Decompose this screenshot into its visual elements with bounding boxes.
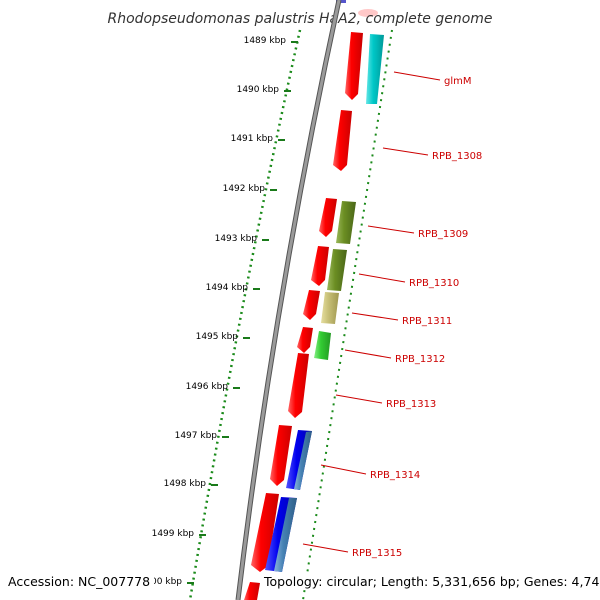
cog-feature	[314, 331, 331, 360]
label-leader-line	[320, 464, 367, 475]
cog-track	[265, 34, 384, 572]
gene-label: RPB_1314	[370, 470, 420, 481]
cog-feature	[327, 249, 347, 291]
orf-feature	[345, 32, 363, 100]
gene-label: RPB_1315	[352, 548, 402, 559]
label-leader-line	[335, 394, 383, 404]
label-leader-line	[382, 147, 429, 156]
orf-feature	[244, 582, 260, 600]
scale-tick-label: 1493 kbp	[215, 234, 258, 244]
scale-tick-label: 1500 kbp	[140, 577, 183, 587]
scale-tick-label: 1489 kbp	[244, 36, 287, 46]
scale-tick-label: 1494 kbp	[206, 283, 249, 293]
top-feature-mark	[358, 9, 378, 17]
tick-label-group: 1489 kbp 1490 kbp 1491 kbp 1492 kbp 1493 kbp…	[140, 36, 287, 587]
map-title: Rhodopseudomonas palustris HaA2, complet…	[107, 11, 492, 27]
cog-feature	[321, 292, 339, 324]
scale-tick-label: 1499 kbp	[152, 529, 195, 539]
accession-label: Accession: NC_007778	[8, 574, 155, 589]
label-leader-line	[351, 312, 399, 321]
scale-tick-label: 1498 kbp	[164, 479, 207, 489]
gene-label: RPB_1308	[432, 151, 482, 162]
cog-feature	[294, 431, 312, 490]
orf-feature	[288, 353, 309, 418]
orf-feature	[311, 246, 329, 286]
scale-ring	[188, 29, 302, 600]
label-leader-line	[393, 71, 441, 81]
outer-ring	[302, 29, 393, 600]
label-leader-line	[367, 225, 415, 234]
genome-summary: Topology: circular; Length: 5,331,656 bp…	[262, 574, 600, 589]
scale-tick-label: 1492 kbp	[223, 184, 266, 194]
scale-tick-label: 1495 kbp	[196, 332, 239, 342]
backbone	[235, 0, 342, 600]
cog-feature	[274, 498, 297, 572]
orf-feature	[333, 110, 352, 171]
orf-feature	[251, 493, 279, 572]
cog-feature	[336, 201, 356, 244]
gene-label: RPB_1310	[409, 278, 459, 289]
orf-feature	[303, 290, 320, 320]
scale-tick-label: 1490 kbp	[237, 85, 280, 95]
tick-group	[187, 41, 298, 584]
scale-tick-label: 1496 kbp	[186, 382, 229, 392]
gene-label-group: glmM RPB_1308 RPB_1309 RPB_1310 RPB_1311 RPB_…	[352, 76, 482, 559]
orf-feature	[319, 198, 337, 237]
label-leader-group	[302, 71, 441, 553]
orf-feature	[270, 425, 292, 486]
gene-label: RPB_1309	[418, 229, 468, 240]
orf-track	[244, 32, 363, 600]
label-leader-line	[344, 349, 392, 359]
gene-label: RPB_1311	[402, 316, 452, 327]
cog-feature	[366, 34, 384, 104]
gene-label: RPB_1313	[386, 399, 436, 410]
orf-feature	[297, 327, 313, 353]
scale-tick-label: 1497 kbp	[175, 431, 218, 441]
gene-label: glmM	[444, 76, 472, 87]
scale-tick-label: 1491 kbp	[231, 134, 274, 144]
label-leader-line	[358, 273, 406, 283]
gene-label: RPB_1312	[395, 354, 445, 365]
label-leader-line	[302, 543, 349, 553]
